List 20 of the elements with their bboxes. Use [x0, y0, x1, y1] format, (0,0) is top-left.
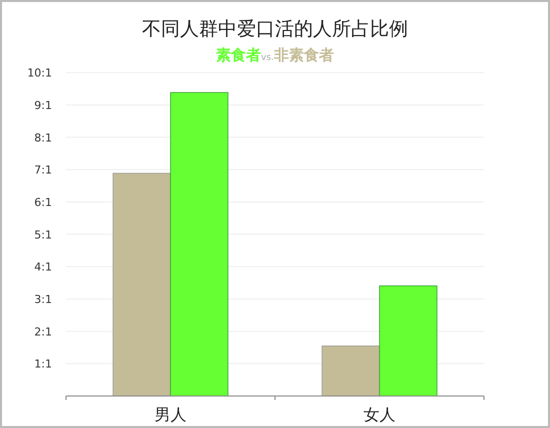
text: 2:1	[34, 325, 52, 338]
series-label: 素食者	[216, 46, 262, 64]
chart-title: 不同人群中爱口活的人所占比例	[142, 18, 408, 40]
text: 3:1	[34, 292, 52, 306]
x-tick-label: 男人	[154, 405, 186, 424]
text: 5:1	[34, 228, 52, 242]
bar	[112, 172, 171, 396]
x-tick-label: 女人	[364, 405, 396, 424]
text: 9:1	[34, 98, 52, 112]
text: 4:1	[34, 260, 52, 274]
text: vs.	[261, 53, 274, 63]
text: 7:1	[34, 164, 52, 177]
text: 非素食者	[272, 46, 334, 64]
text: 1:1	[34, 358, 52, 371]
bar	[379, 285, 438, 396]
text: 10:1	[27, 66, 52, 80]
bar	[322, 346, 380, 396]
text: 8:1	[34, 131, 52, 144]
bar	[170, 92, 228, 396]
text: 6:1	[34, 196, 52, 209]
